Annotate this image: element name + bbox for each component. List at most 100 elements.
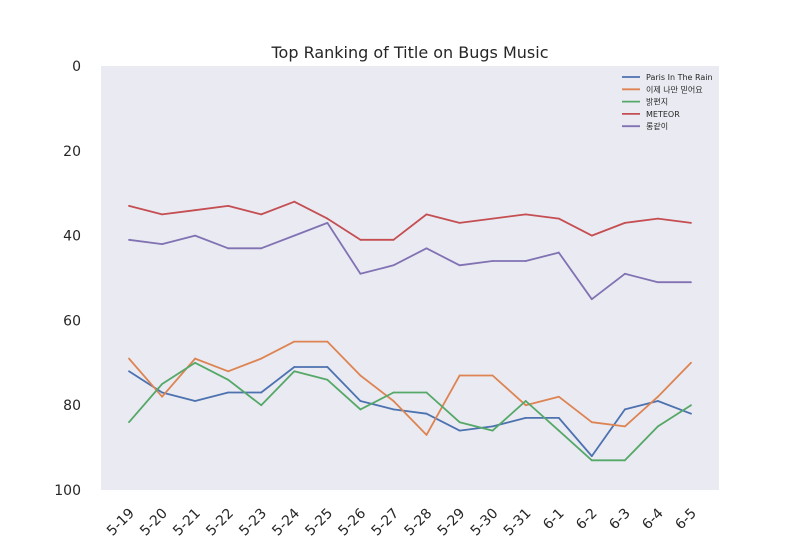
data-point — [161, 383, 163, 385]
data-point — [524, 260, 527, 262]
data-point — [359, 272, 362, 275]
legend-label: 밝편지 — [646, 97, 668, 107]
data-point — [524, 213, 527, 216]
data-point — [326, 340, 329, 343]
data-point — [657, 217, 659, 220]
data-point — [161, 243, 163, 245]
data-point — [690, 404, 692, 407]
x-tick-label: 5-25 — [302, 506, 336, 540]
data-point — [425, 213, 428, 216]
data-point — [227, 370, 230, 373]
data-point — [590, 421, 593, 424]
data-point — [690, 412, 692, 415]
series-line-0 — [128, 366, 692, 458]
x-tick-label: 5-19 — [104, 506, 138, 540]
data-point — [260, 391, 263, 394]
data-point — [326, 378, 329, 381]
data-point — [128, 357, 130, 360]
data-point — [557, 417, 560, 419]
data-point — [657, 281, 659, 284]
data-point — [161, 391, 163, 394]
data-point — [557, 217, 560, 220]
data-point — [128, 421, 130, 424]
data-point — [293, 340, 296, 343]
plot-area — [101, 66, 719, 490]
data-point — [128, 370, 130, 373]
series-line-1 — [128, 340, 692, 436]
data-point — [458, 429, 461, 432]
x-tick-label: 6-1 — [540, 506, 567, 533]
data-point — [359, 400, 362, 402]
y-tick-label: 40 — [63, 229, 81, 245]
data-point — [590, 455, 593, 457]
y-axis-ticks: 0 20 40 60 80 100 — [54, 59, 81, 499]
data-point — [524, 400, 527, 402]
data-point — [425, 247, 428, 250]
data-point — [293, 366, 296, 368]
data-point — [623, 408, 626, 411]
data-point — [657, 395, 659, 398]
data-point — [458, 264, 461, 267]
y-tick-label: 60 — [63, 313, 81, 329]
y-tick-label: 100 — [54, 483, 81, 499]
x-tick-label: 5-22 — [203, 506, 237, 540]
x-tick-label: 5-24 — [269, 505, 303, 539]
data-point — [623, 425, 626, 428]
legend-label: 롱같이 — [646, 121, 668, 131]
series-line-4 — [128, 221, 691, 301]
data-point — [458, 374, 461, 377]
data-point — [623, 272, 626, 275]
data-point — [392, 408, 395, 411]
data-point — [458, 221, 461, 224]
x-tick-label: 6-2 — [573, 506, 600, 533]
x-tick-label: 6-4 — [639, 505, 667, 533]
data-point — [293, 370, 296, 373]
series-line-3 — [128, 200, 692, 241]
legend-label: 이제 나만 믿어요 — [646, 84, 703, 94]
data-point — [425, 391, 428, 394]
data-point — [326, 366, 329, 368]
data-point — [557, 395, 560, 398]
data-point — [458, 421, 461, 424]
data-point — [194, 357, 197, 360]
x-tick-label: 5-26 — [335, 505, 369, 539]
x-tick-label: 5-20 — [137, 506, 171, 540]
x-tick-label: 5-31 — [501, 506, 535, 540]
x-tick-label: 5-28 — [402, 506, 436, 540]
data-point — [227, 378, 230, 381]
series-line-2 — [128, 361, 692, 462]
data-point — [161, 213, 163, 216]
legend-label: Paris In The Rain — [646, 73, 713, 82]
data-point — [557, 251, 560, 254]
data-point — [260, 357, 263, 360]
data-point — [359, 408, 362, 411]
data-point — [392, 264, 395, 267]
data-point — [260, 404, 263, 407]
data-point — [623, 221, 626, 224]
data-point — [293, 200, 296, 203]
data-point — [260, 247, 263, 250]
data-point — [623, 459, 626, 462]
data-point — [227, 247, 230, 250]
data-point — [491, 217, 494, 220]
data-point — [425, 412, 428, 415]
data-point — [128, 205, 130, 207]
data-point — [194, 361, 197, 364]
data-point — [657, 425, 659, 428]
data-point — [657, 400, 659, 402]
data-point — [128, 238, 130, 241]
data-point — [491, 374, 494, 377]
y-tick-label: 0 — [72, 59, 81, 75]
y-tick-label: 80 — [63, 398, 81, 414]
x-axis-ticks: 5-19 5-20 5-21 5-22 5-23 5-24 5-25 5-26 5-27 5-28… — [104, 505, 700, 539]
data-point — [590, 298, 593, 301]
data-point — [227, 205, 230, 207]
data-point — [392, 400, 395, 402]
chart-title: Top Ranking of Title on Bugs Music — [270, 43, 548, 62]
data-point — [194, 234, 197, 237]
data-point — [293, 234, 296, 237]
data-point — [392, 391, 395, 394]
data-point — [491, 425, 494, 428]
x-tick-label: 5-27 — [369, 506, 403, 540]
